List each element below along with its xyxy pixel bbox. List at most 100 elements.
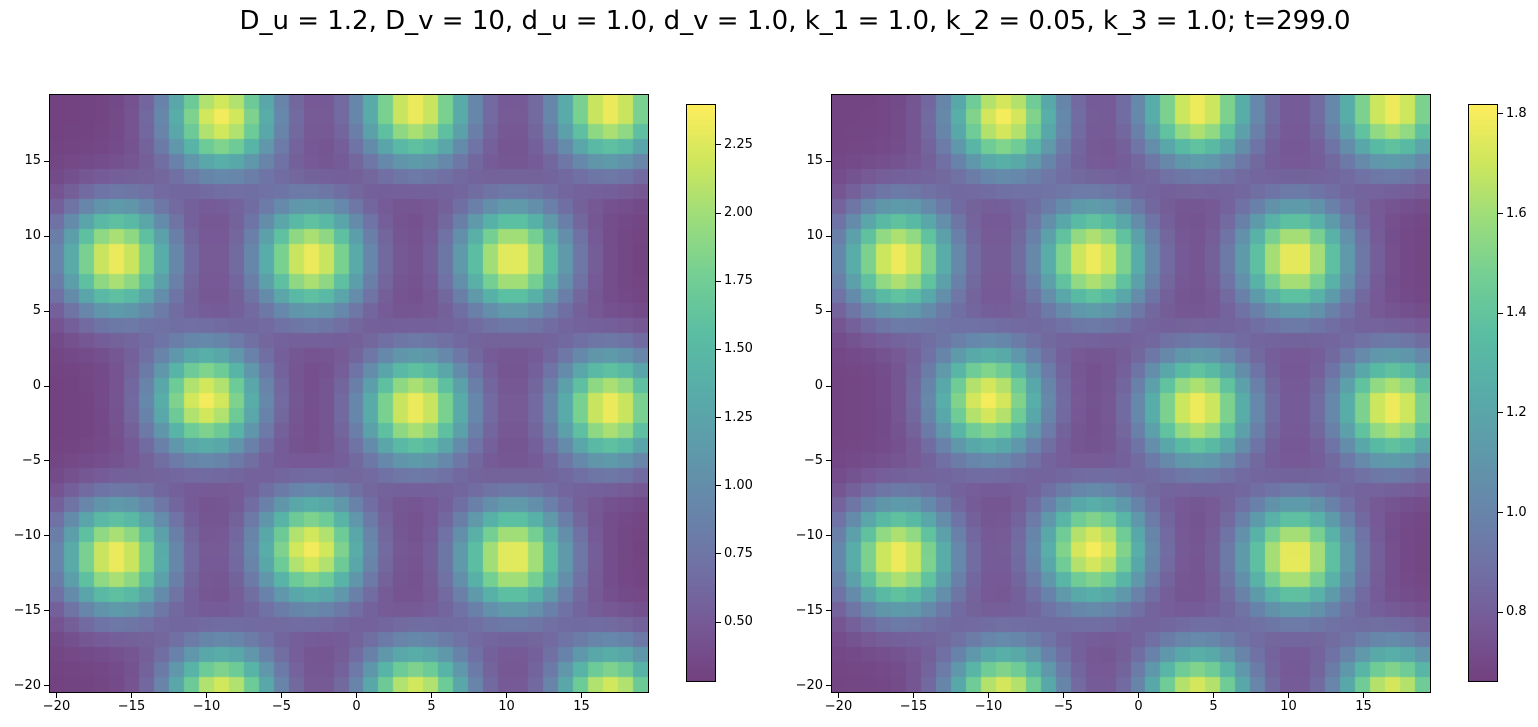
y-tick-label: −20 [795, 677, 823, 693]
y-tick-mark [44, 610, 49, 612]
x-tick-label: 15 [1355, 699, 1372, 714]
x-tick-label: −10 [974, 699, 1003, 714]
colorbar-tick-mark [1498, 512, 1503, 514]
colorbar-tick-mark [716, 621, 721, 623]
x-tick-label: 15 [573, 699, 590, 714]
y-tick-label: 5 [32, 303, 41, 319]
heatmap-axes [831, 94, 1431, 693]
colorbar-tick-label: 1.6 [1506, 205, 1527, 221]
colorbar-tick-label: 1.50 [724, 341, 753, 357]
y-tick-mark [44, 685, 49, 686]
x-tick-label: −15 [899, 699, 928, 714]
y-tick-label: 5 [814, 303, 823, 319]
colorbar-tick-mark [1498, 213, 1503, 215]
y-tick-mark [826, 160, 831, 162]
colorbar-tick-label: 1.8 [1506, 105, 1527, 121]
x-tick-label: −10 [192, 699, 221, 714]
x-tick-label: −5 [1053, 699, 1074, 714]
x-tick-mark [131, 693, 132, 698]
y-tick-label: −10 [795, 527, 823, 543]
heatmap-image [50, 95, 648, 692]
y-tick-mark [826, 235, 831, 237]
y-tick-label: 15 [24, 153, 41, 169]
y-tick-mark [826, 385, 831, 387]
y-tick-label: −20 [13, 677, 41, 693]
colorbar-tick-mark [716, 417, 721, 419]
x-tick-label: 5 [427, 699, 436, 714]
colorbar-tick-mark [716, 212, 721, 214]
colorbar-tick-label: 0.8 [1506, 604, 1527, 620]
colorbar-tick-label: 1.2 [1506, 404, 1527, 420]
x-tick-label: −5 [271, 699, 292, 714]
x-tick-label: 0 [352, 699, 361, 714]
colorbar-tick-label: 0.75 [724, 545, 753, 561]
x-tick-label: 0 [1134, 699, 1143, 714]
y-tick-label: −5 [803, 452, 823, 468]
x-tick-label: 10 [498, 699, 515, 714]
heatmap-axes [49, 94, 649, 693]
x-tick-label: −15 [117, 699, 146, 714]
colorbar [686, 104, 716, 682]
heatmap-image [832, 95, 1430, 692]
y-tick-mark [44, 310, 49, 312]
x-tick-mark [431, 693, 432, 698]
figure-title: D_u = 1.2, D_v = 10, d_u = 1.0, d_v = 1.… [239, 6, 1351, 36]
colorbar-tick-label: 1.0 [1506, 504, 1527, 520]
x-tick-mark [206, 693, 207, 698]
y-tick-label: 15 [806, 153, 823, 169]
y-tick-mark [44, 160, 49, 162]
x-tick-mark [1288, 693, 1289, 698]
y-tick-mark [44, 460, 49, 462]
colorbar-tick-label: 2.00 [724, 205, 753, 221]
y-tick-label: −15 [13, 602, 41, 618]
colorbar-tick-mark [716, 280, 721, 282]
colorbar-tick-label: 2.25 [724, 136, 753, 152]
x-tick-mark [356, 693, 357, 698]
colorbar-tick-mark [716, 553, 721, 555]
x-tick-label: 5 [1209, 699, 1218, 714]
x-tick-mark [1363, 693, 1364, 698]
colorbar-gradient [687, 105, 715, 681]
y-tick-mark [44, 235, 49, 237]
y-tick-label: 10 [806, 228, 823, 244]
x-tick-mark [281, 693, 282, 698]
y-tick-mark [826, 610, 831, 612]
x-tick-mark [1138, 693, 1139, 698]
x-tick-mark [1063, 693, 1064, 698]
colorbar-tick-label: 1.4 [1506, 305, 1527, 321]
colorbar-tick-label: 1.00 [724, 477, 753, 493]
y-tick-label: −10 [13, 527, 41, 543]
y-tick-mark [44, 535, 49, 537]
colorbar-gradient [1469, 105, 1497, 681]
x-tick-mark [581, 693, 582, 698]
x-tick-mark [1213, 693, 1214, 698]
y-tick-label: 10 [24, 228, 41, 244]
colorbar-tick-mark [1498, 611, 1503, 613]
colorbar-tick-mark [716, 485, 721, 487]
colorbar [1468, 104, 1498, 682]
y-tick-label: −15 [795, 602, 823, 618]
colorbar-tick-label: 1.25 [724, 409, 753, 425]
colorbar-tick-label: 1.75 [724, 273, 753, 289]
colorbar-tick-label: 0.50 [724, 614, 753, 630]
colorbar-tick-mark [1498, 412, 1503, 414]
x-tick-mark [56, 693, 57, 698]
colorbar-tick-mark [1498, 113, 1503, 115]
x-tick-label: 10 [1280, 699, 1297, 714]
y-tick-mark [826, 685, 831, 686]
colorbar-tick-mark [716, 348, 721, 350]
x-tick-mark [838, 693, 839, 698]
x-tick-label: −20 [824, 699, 853, 714]
y-tick-label: 0 [32, 378, 41, 393]
y-tick-mark [826, 310, 831, 312]
x-tick-label: −20 [42, 699, 71, 714]
y-tick-mark [826, 535, 831, 537]
colorbar-tick-mark [1498, 312, 1503, 314]
y-tick-label: 0 [814, 378, 823, 393]
y-tick-mark [826, 460, 831, 462]
y-tick-label: −5 [21, 452, 41, 468]
x-tick-mark [988, 693, 989, 698]
colorbar-tick-mark [716, 144, 721, 146]
y-tick-mark [44, 385, 49, 387]
x-tick-mark [506, 693, 507, 698]
